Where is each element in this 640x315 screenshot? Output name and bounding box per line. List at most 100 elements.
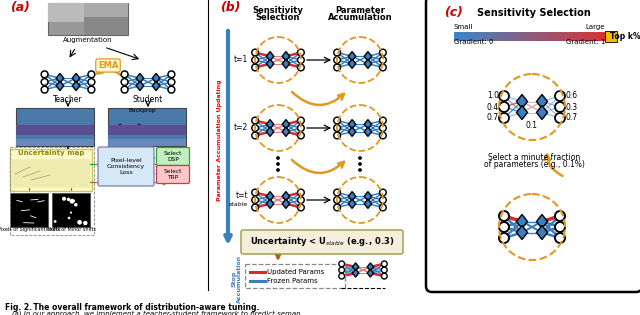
Polygon shape xyxy=(282,199,289,209)
Circle shape xyxy=(252,57,259,63)
Polygon shape xyxy=(348,52,356,61)
Bar xyxy=(602,32,605,41)
Text: 1.0: 1.0 xyxy=(487,91,499,100)
Circle shape xyxy=(88,78,95,85)
Text: Sensitivity Selection: Sensitivity Selection xyxy=(477,8,591,18)
Bar xyxy=(568,32,570,41)
Circle shape xyxy=(381,261,387,267)
Text: Student: Student xyxy=(133,95,163,104)
Circle shape xyxy=(298,204,304,211)
Bar xyxy=(589,32,591,41)
Bar xyxy=(570,32,572,41)
Circle shape xyxy=(121,86,128,93)
Bar xyxy=(526,32,529,41)
Circle shape xyxy=(380,64,386,71)
Bar xyxy=(506,32,508,41)
Text: 0.7: 0.7 xyxy=(565,113,577,123)
Circle shape xyxy=(334,125,340,131)
Circle shape xyxy=(62,197,66,201)
Bar xyxy=(545,32,548,41)
Text: Select a minute fraction: Select a minute fraction xyxy=(488,153,580,162)
Polygon shape xyxy=(266,127,274,136)
Circle shape xyxy=(499,222,509,232)
Bar xyxy=(483,32,485,41)
Bar xyxy=(479,32,481,41)
Text: Accumulation: Accumulation xyxy=(328,13,392,22)
Bar xyxy=(494,32,496,41)
Circle shape xyxy=(499,211,509,221)
Circle shape xyxy=(121,71,128,78)
Circle shape xyxy=(77,220,82,225)
Bar xyxy=(458,32,460,41)
Bar xyxy=(16,135,94,146)
Bar xyxy=(528,32,531,41)
Circle shape xyxy=(276,157,280,159)
Bar xyxy=(490,32,493,41)
Circle shape xyxy=(67,198,70,201)
Circle shape xyxy=(74,203,77,207)
Bar xyxy=(587,32,589,41)
FancyBboxPatch shape xyxy=(48,3,128,35)
Polygon shape xyxy=(348,127,356,136)
Bar xyxy=(573,32,576,41)
Bar xyxy=(579,32,582,41)
Polygon shape xyxy=(282,127,289,136)
Text: 0.3: 0.3 xyxy=(565,102,577,112)
Bar xyxy=(563,32,564,41)
Bar xyxy=(475,32,477,41)
FancyBboxPatch shape xyxy=(98,147,154,186)
Bar xyxy=(108,135,186,146)
Bar xyxy=(595,32,597,41)
Bar xyxy=(549,32,552,41)
Bar xyxy=(507,32,509,41)
Bar xyxy=(456,32,458,41)
FancyBboxPatch shape xyxy=(245,264,345,288)
Bar xyxy=(555,32,557,41)
Circle shape xyxy=(298,189,304,196)
Bar xyxy=(515,32,517,41)
Circle shape xyxy=(334,189,340,196)
Bar xyxy=(600,32,603,41)
Circle shape xyxy=(41,86,48,93)
Bar xyxy=(513,32,515,41)
Polygon shape xyxy=(266,52,274,61)
Text: t=1: t=1 xyxy=(234,55,248,65)
Polygon shape xyxy=(364,192,372,201)
Circle shape xyxy=(334,49,340,56)
Circle shape xyxy=(555,91,565,101)
Text: Sensitivity: Sensitivity xyxy=(253,6,303,15)
Bar xyxy=(471,32,474,41)
Bar xyxy=(486,32,489,41)
Polygon shape xyxy=(536,226,547,239)
Circle shape xyxy=(555,113,565,123)
Text: Small: Small xyxy=(454,24,474,30)
Text: 0.6: 0.6 xyxy=(565,91,577,100)
Bar xyxy=(598,32,601,41)
Polygon shape xyxy=(348,59,356,68)
Circle shape xyxy=(334,132,340,139)
Bar xyxy=(460,32,462,41)
Bar xyxy=(572,32,574,41)
Bar xyxy=(463,32,466,41)
Bar xyxy=(10,193,48,227)
Bar xyxy=(516,32,519,41)
Text: 0.7: 0.7 xyxy=(487,113,499,123)
Bar xyxy=(484,32,487,41)
Circle shape xyxy=(358,163,362,165)
Text: Fig. 2.: Fig. 2. xyxy=(5,303,32,312)
Bar xyxy=(566,32,568,41)
Text: Top k%: Top k% xyxy=(610,32,640,41)
Text: Select
DSP: Select DSP xyxy=(164,151,182,162)
Text: Updated Params: Updated Params xyxy=(267,269,324,275)
Circle shape xyxy=(380,189,386,196)
Bar xyxy=(553,32,555,41)
Circle shape xyxy=(555,222,565,232)
Polygon shape xyxy=(516,94,527,108)
Circle shape xyxy=(252,117,259,124)
Circle shape xyxy=(339,261,344,267)
Bar xyxy=(467,32,470,41)
Circle shape xyxy=(276,169,280,171)
Text: Uncertainty map: Uncertainty map xyxy=(18,150,84,156)
Circle shape xyxy=(380,117,386,124)
Polygon shape xyxy=(72,73,80,83)
